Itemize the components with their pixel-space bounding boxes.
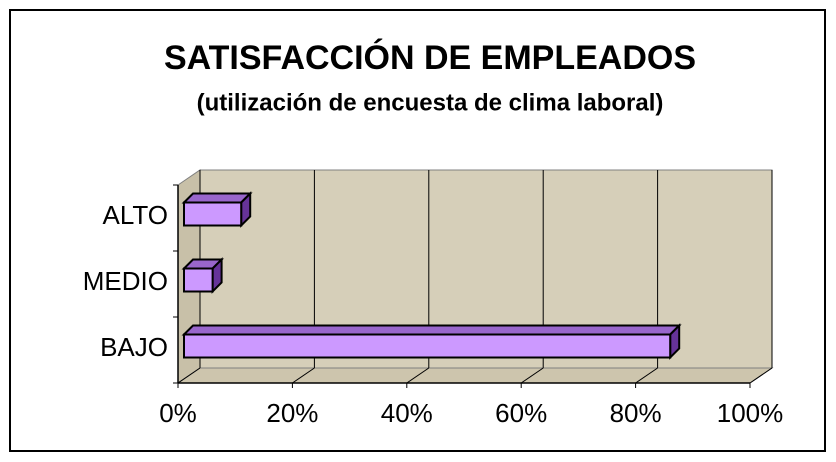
bar [183, 201, 243, 227]
floor-grid-line [292, 367, 315, 384]
floor-grid-line [177, 367, 201, 384]
chart-subtitle: (utilización de encuesta de clima labora… [197, 89, 664, 116]
floor-grid-line [635, 367, 658, 384]
floor [176, 367, 774, 384]
y-tick-label: BAJO [100, 332, 168, 362]
bar [183, 333, 672, 359]
floor-grid-line [749, 367, 773, 384]
x-tick-label: 100% [717, 398, 784, 428]
x-tick-label: 80% [610, 398, 662, 428]
x-tick-label: 0% [159, 398, 197, 428]
floor-grid-line [406, 367, 430, 384]
bar-top [181, 324, 682, 336]
x-tick-label: 40% [381, 398, 433, 428]
chart-title: SATISFACCIÓN DE EMPLEADOS [164, 39, 696, 77]
bar-top [181, 192, 253, 204]
x-tick-label: 60% [495, 398, 547, 428]
x-tick-label: 20% [266, 398, 318, 428]
bar [183, 267, 214, 293]
floor-grid-line [520, 367, 544, 384]
y-tick-label: MEDIO [83, 266, 168, 296]
y-tick-label: ALTO [102, 200, 168, 230]
